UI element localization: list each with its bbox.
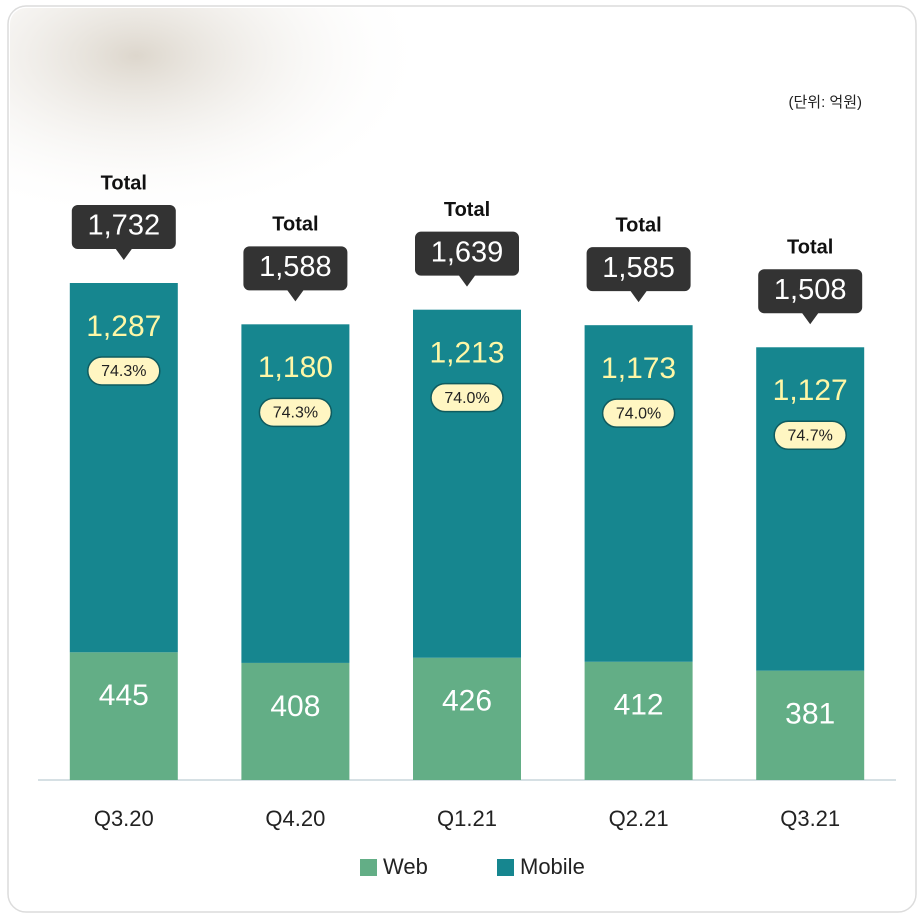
share-label: 74.7% [788, 427, 833, 444]
web-value-label: 412 [614, 689, 664, 722]
total-caption: Total [272, 214, 318, 236]
legend-label: Web [383, 854, 428, 879]
mobile-value-label: 1,213 [429, 337, 504, 370]
mobile-value-label: 1,287 [86, 310, 161, 343]
x-tick-label: Q3.21 [780, 806, 840, 831]
share-label: 74.3% [273, 405, 318, 422]
legend-swatch [497, 859, 514, 876]
page: {"chart_data": {"type": "stacked-bar", "… [0, 0, 924, 919]
total-label: 1,508 [774, 274, 847, 306]
share-label: 74.0% [444, 390, 489, 407]
total-label: 1,585 [602, 252, 675, 284]
x-tick-label: Q1.21 [437, 806, 497, 831]
mobile-value-label: 1,173 [601, 352, 676, 385]
total-caption: Total [444, 199, 490, 221]
x-tick-label: Q3.20 [94, 806, 154, 831]
legend-swatch [360, 859, 377, 876]
legend-label: Mobile [520, 854, 585, 879]
mobile-value-label: 1,180 [258, 351, 333, 384]
web-bar [413, 658, 521, 780]
x-tick-label: Q2.21 [609, 806, 669, 831]
total-label: 1,588 [259, 251, 332, 283]
share-label: 74.3% [101, 363, 146, 380]
unit-label: (단위: 억원) [788, 94, 862, 111]
web-value-label: 426 [442, 685, 492, 718]
share-label: 74.0% [616, 405, 661, 422]
web-value-label: 445 [99, 679, 149, 712]
total-label: 1,639 [431, 236, 504, 268]
total-caption: Total [787, 237, 833, 259]
web-value-label: 381 [785, 698, 835, 731]
x-tick-label: Q4.20 [265, 806, 325, 831]
web-value-label: 408 [270, 690, 320, 723]
chart: (단위: 억원) 445 1,287 74.3% 1,732 Total Q3.20 408… [0, 0, 924, 919]
total-caption: Total [101, 172, 147, 194]
total-label: 1,732 [88, 210, 161, 242]
mobile-value-label: 1,127 [773, 374, 848, 407]
web-bar [70, 652, 178, 780]
total-caption: Total [615, 214, 661, 236]
